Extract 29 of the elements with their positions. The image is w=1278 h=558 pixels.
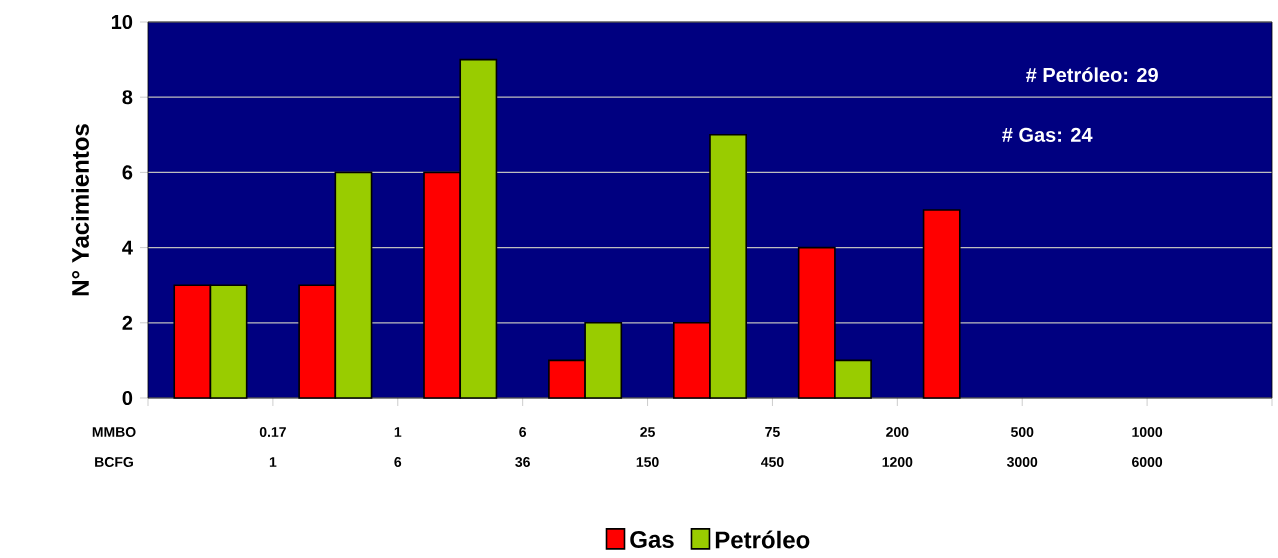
- text: MMBO: [92, 427, 136, 437]
- annotation: # Petróleo: 29: [1025, 67, 1158, 83]
- text: 500: [1010, 427, 1034, 437]
- text: 150: [636, 457, 659, 467]
- legend-label: Petróleo: [715, 530, 810, 549]
- y-tick-label: 8: [122, 90, 133, 105]
- text: 36: [515, 457, 530, 467]
- y-tick-label: 4: [122, 240, 133, 255]
- text: 3000: [1006, 457, 1038, 467]
- text: 450: [760, 457, 784, 467]
- text: 25: [640, 427, 655, 437]
- y-tick-label: 2: [122, 315, 133, 330]
- text: 75: [765, 427, 780, 437]
- y-tick-label: 0: [122, 390, 133, 406]
- text: 6: [394, 457, 402, 467]
- text: 200: [886, 427, 909, 437]
- y-axis-title: N° Yacimientos: [71, 124, 89, 296]
- text: 6000: [1132, 457, 1163, 467]
- y-tick-label: 6: [122, 165, 133, 180]
- text: BCFG: [95, 457, 133, 467]
- text: 0.17: [259, 427, 286, 437]
- text: 1000: [1132, 427, 1163, 437]
- text: 6: [519, 427, 527, 437]
- text: 1200: [882, 457, 913, 467]
- legend-label: Gas: [630, 531, 674, 548]
- text: 1: [394, 427, 402, 437]
- annotation: # Gas: 24: [1002, 127, 1093, 142]
- y-tick-label: 10: [111, 14, 133, 30]
- text: 1: [269, 457, 277, 467]
